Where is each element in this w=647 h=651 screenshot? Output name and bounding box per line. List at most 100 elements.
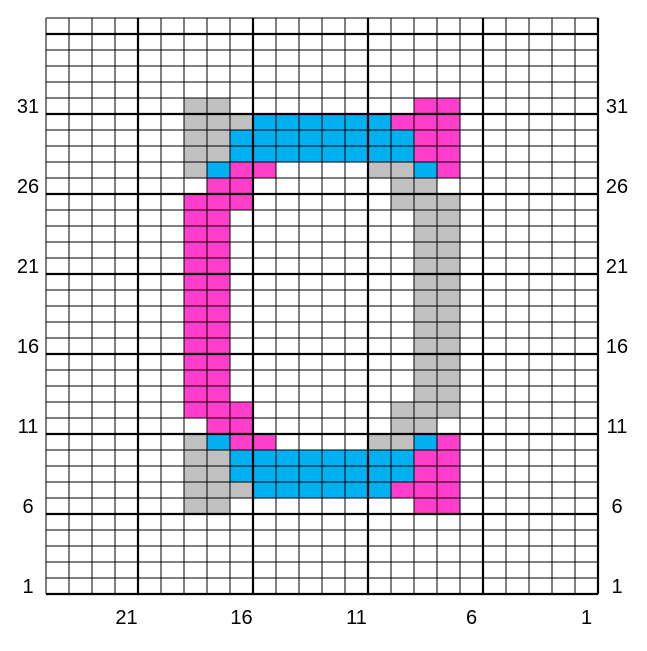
cell-row-8-col-14 <box>276 466 299 482</box>
cell-row-7-col-10 <box>368 482 391 498</box>
cell-row-9-col-10 <box>368 450 391 466</box>
cell-row-9-col-8 <box>414 450 437 466</box>
cell-row-7-col-11 <box>345 482 368 498</box>
cell-row-28-col-10 <box>368 146 391 162</box>
cell-row-30-col-9 <box>391 114 414 130</box>
cell-row-28-col-15 <box>253 146 276 162</box>
cell-row-12-col-9 <box>391 402 414 418</box>
row-label-left: 1 <box>22 576 33 598</box>
column-label: 11 <box>346 607 367 629</box>
cell-row-8-col-17 <box>207 466 230 482</box>
row-label-left: 26 <box>17 176 39 198</box>
row-label-right: 31 <box>606 96 628 118</box>
cell-row-24-col-8 <box>414 210 437 226</box>
grid-lines <box>45 17 600 596</box>
cell-row-30-col-17 <box>207 114 230 130</box>
cell-row-29-col-12 <box>322 130 345 146</box>
cell-row-10-col-10 <box>368 434 391 450</box>
cell-row-28-col-17 <box>207 146 230 162</box>
cell-row-16-col-17 <box>207 338 230 354</box>
cell-row-25-col-8 <box>414 194 437 210</box>
cells <box>184 98 460 514</box>
cell-row-30-col-14 <box>276 114 299 130</box>
cell-row-8-col-13 <box>299 466 322 482</box>
cell-row-27-col-9 <box>391 162 414 178</box>
cell-row-28-col-8 <box>414 146 437 162</box>
cell-row-25-col-17 <box>207 194 230 210</box>
cell-row-23-col-7 <box>437 226 460 242</box>
cell-row-14-col-18 <box>184 370 207 386</box>
cell-row-7-col-16 <box>230 482 253 498</box>
cell-row-9-col-18 <box>184 450 207 466</box>
cell-row-8-col-7 <box>437 466 460 482</box>
cell-row-10-col-8 <box>414 434 437 450</box>
cell-row-19-col-7 <box>437 290 460 306</box>
cell-row-17-col-18 <box>184 322 207 338</box>
cell-row-29-col-11 <box>345 130 368 146</box>
cell-row-28-col-7 <box>437 146 460 162</box>
column-label: 21 <box>115 607 137 629</box>
cell-row-25-col-16 <box>230 194 253 210</box>
cell-row-23-col-8 <box>414 226 437 242</box>
cell-row-14-col-8 <box>414 370 437 386</box>
cell-row-7-col-17 <box>207 482 230 498</box>
cell-row-11-col-17 <box>207 418 230 434</box>
cell-row-10-col-7 <box>437 434 460 450</box>
cell-row-9-col-13 <box>299 450 322 466</box>
cell-row-31-col-8 <box>414 98 437 114</box>
cell-row-25-col-7 <box>437 194 460 210</box>
cell-row-27-col-10 <box>368 162 391 178</box>
cell-row-22-col-7 <box>437 242 460 258</box>
cell-row-30-col-15 <box>253 114 276 130</box>
cell-row-28-col-12 <box>322 146 345 162</box>
cell-row-30-col-10 <box>368 114 391 130</box>
cell-row-21-col-8 <box>414 258 437 274</box>
row-label-right: 16 <box>606 336 628 358</box>
cell-row-18-col-8 <box>414 306 437 322</box>
cell-row-7-col-7 <box>437 482 460 498</box>
cell-row-21-col-18 <box>184 258 207 274</box>
cell-row-18-col-17 <box>207 306 230 322</box>
cell-row-29-col-14 <box>276 130 299 146</box>
cell-row-12-col-16 <box>230 402 253 418</box>
cell-row-10-col-9 <box>391 434 414 450</box>
cell-row-27-col-16 <box>230 162 253 178</box>
cell-row-11-col-8 <box>414 418 437 434</box>
cell-row-8-col-18 <box>184 466 207 482</box>
cell-row-18-col-7 <box>437 306 460 322</box>
cell-row-28-col-14 <box>276 146 299 162</box>
row-label-right: 21 <box>606 256 628 278</box>
cell-row-8-col-11 <box>345 466 368 482</box>
cell-row-21-col-7 <box>437 258 460 274</box>
cell-row-6-col-18 <box>184 498 207 514</box>
cell-row-23-col-17 <box>207 226 230 242</box>
cell-row-8-col-12 <box>322 466 345 482</box>
cell-row-12-col-17 <box>207 402 230 418</box>
row-label-left: 6 <box>22 496 33 518</box>
cell-row-9-col-11 <box>345 450 368 466</box>
cell-row-9-col-14 <box>276 450 299 466</box>
row-label-right: 11 <box>607 416 628 438</box>
cell-row-25-col-9 <box>391 194 414 210</box>
cell-row-27-col-17 <box>207 162 230 178</box>
cell-row-7-col-18 <box>184 482 207 498</box>
cell-row-26-col-8 <box>414 178 437 194</box>
cell-row-27-col-15 <box>253 162 276 178</box>
cell-row-16-col-7 <box>437 338 460 354</box>
cell-row-7-col-14 <box>276 482 299 498</box>
cell-row-24-col-17 <box>207 210 230 226</box>
cell-row-26-col-16 <box>230 178 253 194</box>
cell-row-21-col-17 <box>207 258 230 274</box>
row-label-left: 11 <box>18 416 39 438</box>
cell-row-15-col-8 <box>414 354 437 370</box>
row-label-left: 16 <box>17 336 39 358</box>
cell-row-28-col-16 <box>230 146 253 162</box>
cell-row-29-col-18 <box>184 130 207 146</box>
cell-row-29-col-10 <box>368 130 391 146</box>
cell-row-24-col-7 <box>437 210 460 226</box>
cell-row-25-col-18 <box>184 194 207 210</box>
cell-row-29-col-9 <box>391 130 414 146</box>
cell-row-29-col-17 <box>207 130 230 146</box>
cell-row-8-col-10 <box>368 466 391 482</box>
